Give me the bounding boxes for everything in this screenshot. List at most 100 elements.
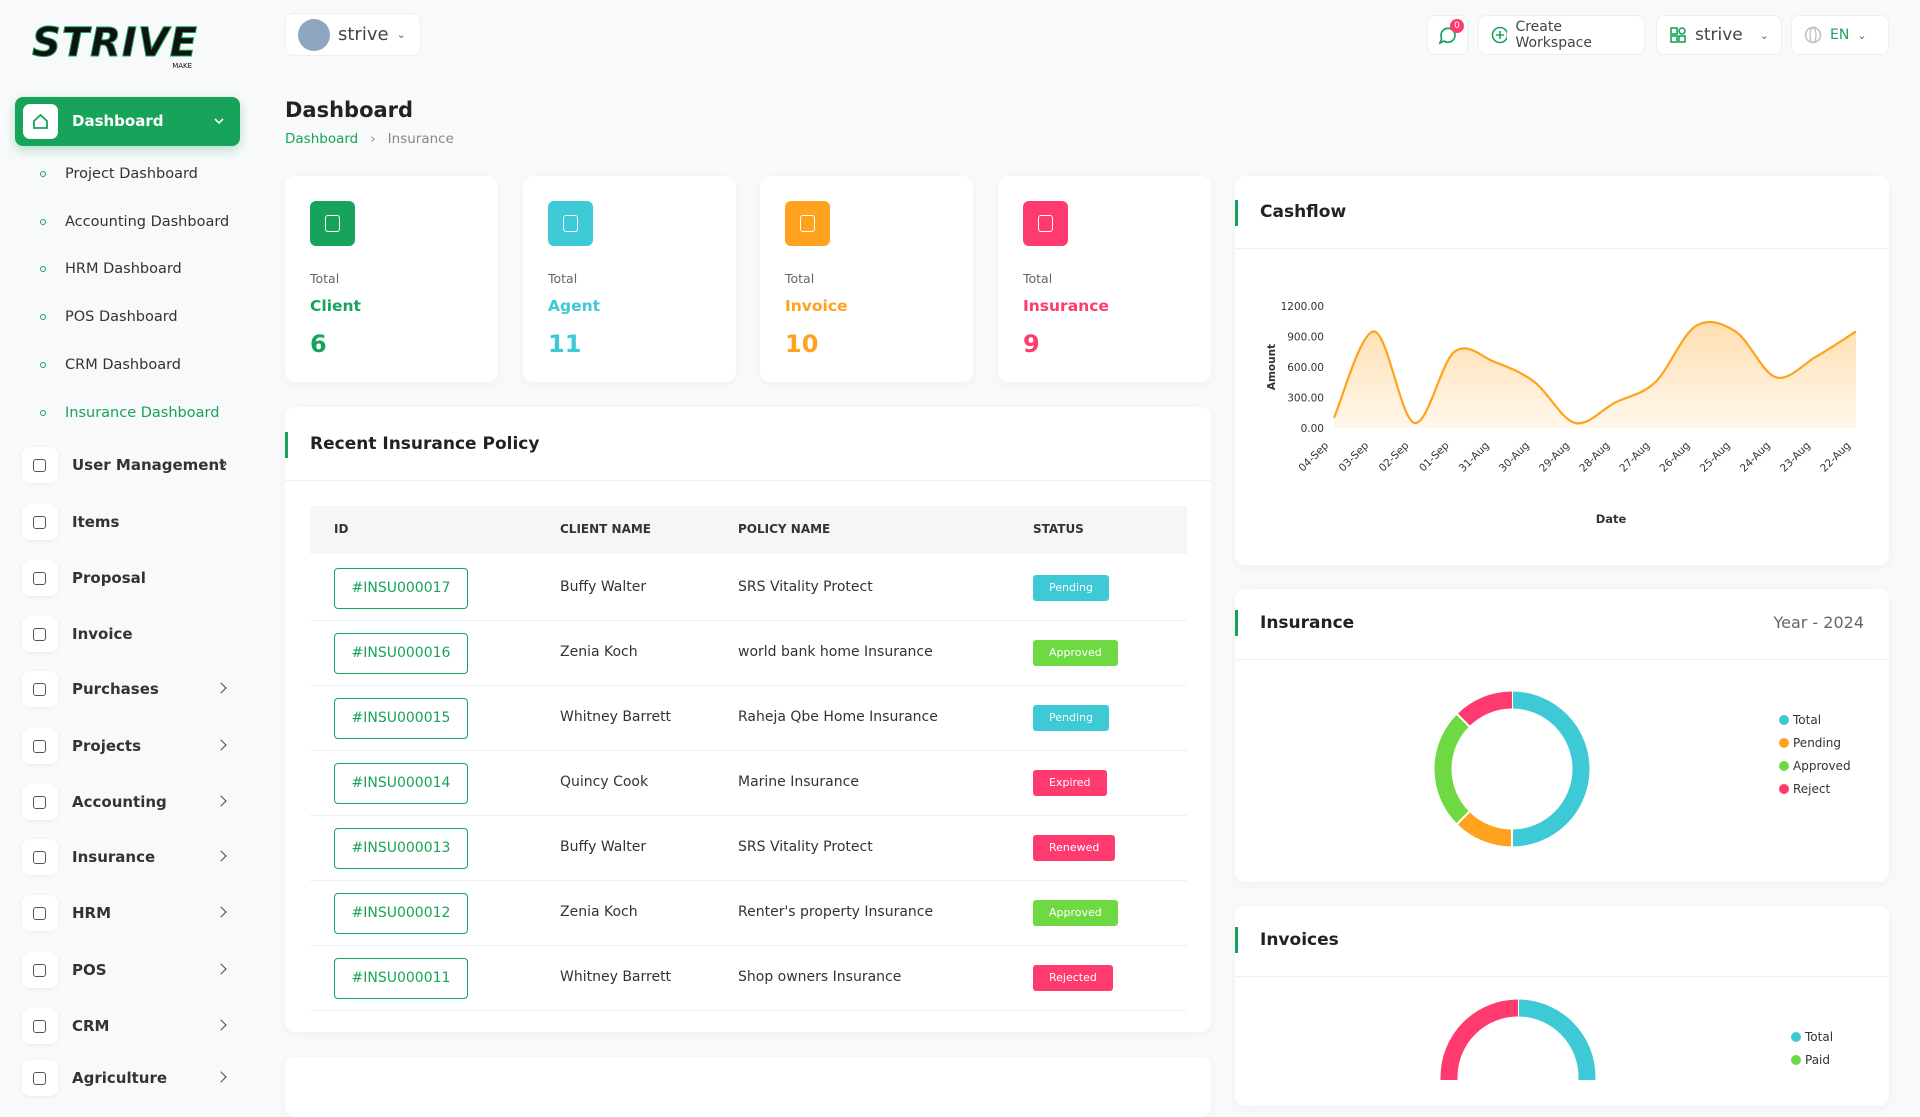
menu-item[interactable]: CRM bbox=[72, 1017, 110, 1035]
id-button[interactable]: #INSU000012 bbox=[334, 893, 468, 934]
chevron: ⌄ bbox=[1857, 28, 1867, 42]
language[interactable]: EN ⌄ bbox=[1791, 15, 1889, 55]
policy-name: Shop owners Insurance bbox=[738, 969, 902, 985]
menu-icon bbox=[22, 560, 58, 596]
menu-icon bbox=[22, 952, 58, 988]
menu-icon-glyph bbox=[33, 907, 46, 920]
policy-name: SRS Vitality Protect bbox=[738, 579, 873, 595]
grid-icon bbox=[1670, 27, 1686, 43]
chat-icon bbox=[1437, 27, 1456, 45]
icon bbox=[23, 104, 58, 139]
menu-icon-glyph bbox=[33, 851, 46, 864]
submenu-dot bbox=[40, 219, 46, 225]
create-label: Create Workspace bbox=[1515, 19, 1592, 51]
submenu-item[interactable]: HRM Dashboard bbox=[65, 261, 182, 277]
menu-icon-glyph bbox=[33, 1020, 46, 1033]
x-tick-label: 27-Aug bbox=[1617, 440, 1652, 475]
row-divider bbox=[310, 815, 1187, 816]
active-label: Dashboard bbox=[72, 112, 164, 130]
menu-item[interactable]: Projects bbox=[72, 737, 142, 755]
accent bbox=[1235, 927, 1238, 953]
submenu-dot bbox=[40, 362, 46, 368]
area bbox=[1334, 321, 1856, 428]
insurance-donut: Total Pending Approved Reject bbox=[1434, 690, 1851, 848]
menu-item[interactable]: POS bbox=[72, 961, 107, 979]
row-divider bbox=[310, 945, 1187, 946]
stat-value: 11 bbox=[548, 330, 582, 358]
chevron bbox=[215, 682, 227, 694]
id-button[interactable]: #INSU000017 bbox=[334, 568, 468, 609]
breadcrumb-link[interactable]: Dashboard bbox=[285, 131, 359, 147]
status-badge: Approved bbox=[1033, 900, 1118, 926]
donut-segment bbox=[1440, 999, 1596, 1080]
donut-segment bbox=[1434, 691, 1590, 847]
stat-icon bbox=[785, 201, 830, 246]
id-button[interactable]: #INSU000011 bbox=[334, 958, 468, 999]
legend-label: Reject bbox=[1793, 782, 1830, 796]
legend-label: Approved bbox=[1793, 759, 1851, 773]
logo[interactable]: STRIVE MAKE bbox=[31, 20, 198, 71]
stat-icon bbox=[548, 201, 593, 246]
table-head bbox=[310, 506, 1187, 554]
menu-item[interactable]: Insurance bbox=[72, 848, 156, 866]
column-header: CLIENT NAME bbox=[560, 522, 651, 536]
active-menu[interactable]: Dashboard bbox=[15, 97, 240, 146]
y-tick-label: 0.00 bbox=[1301, 423, 1324, 435]
user-name: strive bbox=[1695, 25, 1743, 45]
globe-icon bbox=[1804, 26, 1822, 44]
next-card bbox=[285, 1057, 1211, 1117]
id-button[interactable]: #INSU000014 bbox=[334, 763, 468, 804]
logo-tagline: MAKE bbox=[172, 62, 193, 70]
x-tick-label: 30-Aug bbox=[1497, 440, 1532, 475]
id-button[interactable]: #INSU000016 bbox=[334, 633, 468, 674]
workspace-switch[interactable]: strive ⌄ bbox=[285, 13, 421, 56]
submenu-item[interactable]: CRM Dashboard bbox=[65, 357, 181, 373]
policy-name: Raheja Qbe Home Insurance bbox=[738, 709, 938, 725]
card-subtitle: Year - 2024 bbox=[1773, 613, 1864, 632]
stat-name: Client bbox=[310, 297, 361, 315]
status-badge: Rejected bbox=[1033, 965, 1113, 991]
menu-item[interactable]: Items bbox=[72, 513, 120, 531]
status-badge: Pending bbox=[1033, 705, 1109, 731]
create-workspace[interactable]: Create Workspace bbox=[1478, 15, 1645, 55]
stat-value: 10 bbox=[785, 330, 819, 358]
invoices-card: Invoices Total Paid bbox=[1235, 906, 1889, 1106]
chevron bbox=[215, 850, 227, 862]
x-tick-label: 28-Aug bbox=[1577, 440, 1612, 475]
accent bbox=[1235, 610, 1238, 636]
y-tick-label: 1200.00 bbox=[1281, 301, 1324, 313]
x-tick-label: 24-Aug bbox=[1738, 440, 1773, 475]
client-name: Quincy Cook bbox=[560, 774, 649, 790]
stat-label: Total bbox=[1023, 271, 1053, 286]
menu-item[interactable]: Agriculture bbox=[72, 1069, 168, 1087]
menu-item[interactable]: Purchases bbox=[72, 680, 159, 698]
user-switch[interactable]: strive ⌄ bbox=[1656, 15, 1782, 55]
menu-item[interactable]: HRM bbox=[72, 904, 112, 922]
legend-marker bbox=[1779, 738, 1789, 748]
row-divider bbox=[310, 620, 1187, 621]
chevron: ⌄ bbox=[1759, 28, 1769, 42]
submenu-dot bbox=[40, 410, 46, 416]
accent bbox=[1235, 200, 1238, 226]
donut-segment bbox=[1434, 691, 1590, 847]
menu-item[interactable]: Invoice bbox=[72, 625, 133, 643]
client-name: Whitney Barrett bbox=[560, 709, 672, 725]
submenu-item[interactable]: Insurance Dashboard bbox=[65, 405, 220, 421]
menu-item[interactable]: Proposal bbox=[72, 569, 146, 587]
separator: › bbox=[370, 131, 376, 147]
legend-label: Pending bbox=[1793, 736, 1841, 750]
menu-item[interactable]: User Management bbox=[72, 456, 227, 474]
messages[interactable]: 0 bbox=[1427, 15, 1468, 55]
client-name: Zenia Koch bbox=[560, 904, 638, 920]
stat-name: Agent bbox=[548, 297, 601, 315]
chevron bbox=[215, 795, 227, 807]
line bbox=[1333, 320, 1857, 425]
x-tick-label: 23-Aug bbox=[1778, 440, 1813, 475]
submenu-item[interactable]: POS Dashboard bbox=[65, 309, 178, 325]
submenu-item[interactable]: Accounting Dashboard bbox=[65, 214, 230, 230]
menu-icon bbox=[22, 784, 58, 820]
id-button[interactable]: #INSU000013 bbox=[334, 828, 468, 869]
id-button[interactable]: #INSU000015 bbox=[334, 698, 468, 739]
menu-item[interactable]: Accounting bbox=[72, 793, 167, 811]
submenu-item[interactable]: Project Dashboard bbox=[65, 166, 198, 182]
